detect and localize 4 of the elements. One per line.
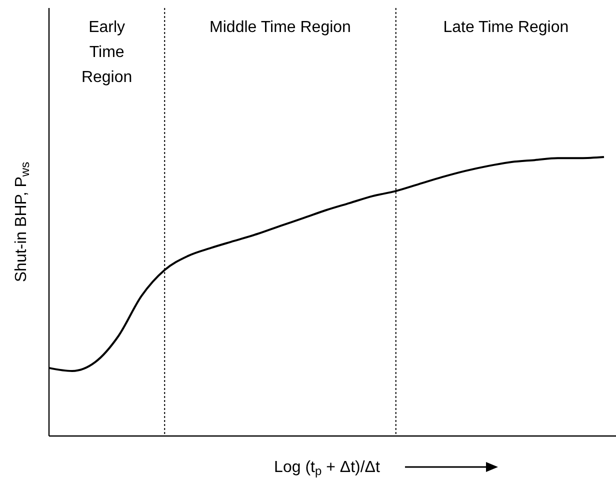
text: Middle Time Region	[210, 19, 351, 36]
x-axis-title: Log (t$_{p}$ + Δt)/Δt	[274, 459, 380, 478]
text: Late Time Region	[443, 19, 569, 36]
text: Early Time Region	[81, 19, 132, 86]
